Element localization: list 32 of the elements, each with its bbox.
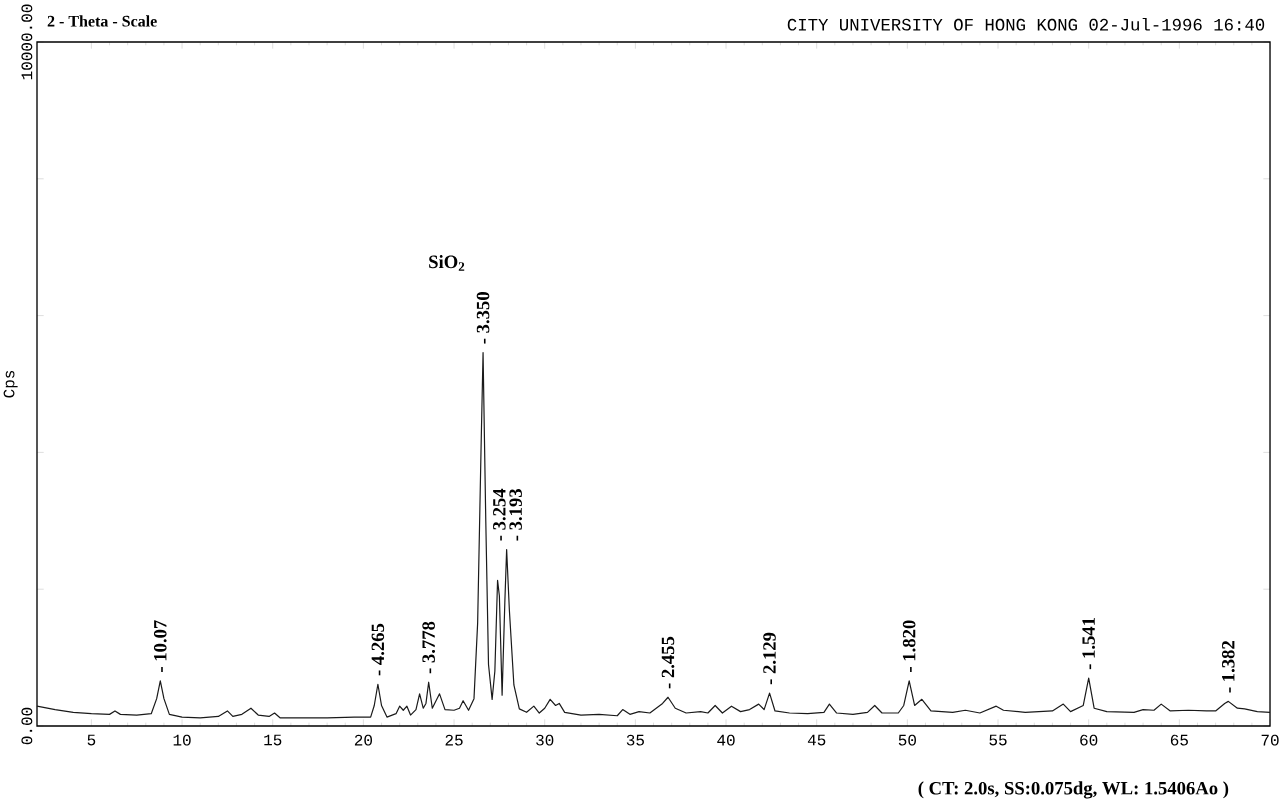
x-tick-label: 45 [807,734,826,746]
annotation: - 3.778 [422,621,436,674]
x-tick-label: 55 [989,734,1007,746]
x-tick-label: 15 [264,734,282,746]
annotation: - 3.350 [476,292,490,344]
x-tick-label: 5 [87,734,96,746]
annotation: - 2.455 [661,636,675,689]
chart-subtitle: CITY UNIVERSITY OF HONG KONG 02-Jul-1996 16:40 [787,17,1265,31]
annotation: - 10.07 [153,620,167,672]
x-tick-label: 60 [1080,734,1098,746]
y-tick-label: 10000.00 [21,4,33,80]
annotation: - 4.265 [371,623,385,676]
x-tick-label: 70 [1261,734,1279,746]
y-tick-label: 0.00 [21,707,33,745]
annotation: SiO$_{2}$ [429,255,465,271]
x-tick-label: 20 [354,734,372,746]
annotation: - 3.254 [493,488,506,541]
x-tick-label: 30 [536,734,554,746]
annotation: - 1.541 [1082,617,1095,670]
x-tick-label: 65 [1170,734,1188,746]
x-tick-label: 10 [173,734,191,746]
x-tick-label: 35 [626,734,644,746]
x-axis-title: 2 - Theta - Scale [47,15,157,27]
annotation: - 2.129 [763,632,776,685]
annotation: - 1.382 [1221,641,1235,693]
text: ( CT: 2.0s, SS:0.075dg, WL: 1.5406Ao ) [918,781,1229,799]
x-tick-label: 25 [445,734,463,746]
annotation: - 3.193 [509,489,523,541]
y-axis-title: Cps [3,370,18,398]
x-tick-label: 50 [898,734,916,746]
annotation: - 1.820 [902,620,916,672]
x-tick-label: 40 [717,734,735,746]
